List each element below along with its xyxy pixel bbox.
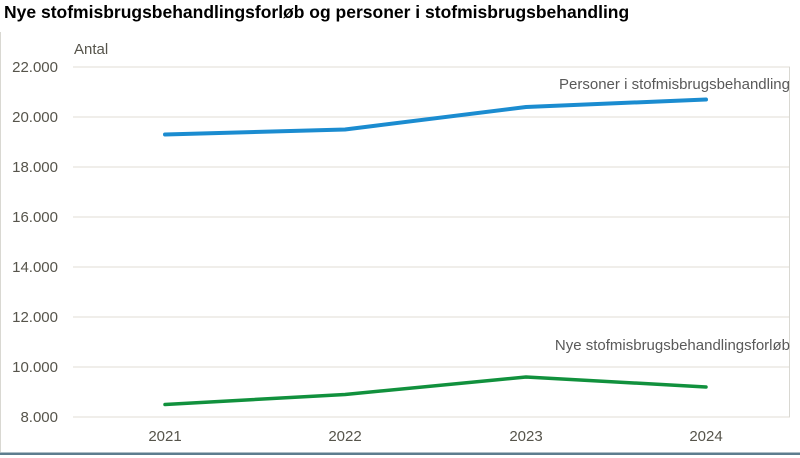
x-tick-label: 2024 [689,428,722,445]
y-tick-label: 20.000 [12,109,58,126]
y-tick-label: 8.000 [20,409,58,426]
x-tick-label: 2021 [148,428,181,445]
y-tick-label: 14.000 [12,259,58,276]
x-tick-label: 2023 [509,428,542,445]
bottom-rule [0,452,800,455]
series-label-personer: Personer i stofmisbrugsbehandling [559,76,790,93]
series-label-nye: Nye stofmisbrugsbehandlingsforløb [554,337,790,354]
y-tick-label: 12.000 [12,309,58,326]
series-line-personer [163,97,708,137]
y-tick-label: 18.000 [12,159,58,176]
series-line-nye [163,375,708,407]
y-tick-label: 16.000 [12,209,58,226]
x-tick-label: 2022 [328,428,361,445]
y-tick-label: 10.000 [12,359,58,376]
y-tick-label: 22.000 [12,59,58,76]
chart-title: Nye stofmisbrugsbehandlingsforløb og per… [4,2,630,22]
y-axis-title: Antal [74,41,109,58]
